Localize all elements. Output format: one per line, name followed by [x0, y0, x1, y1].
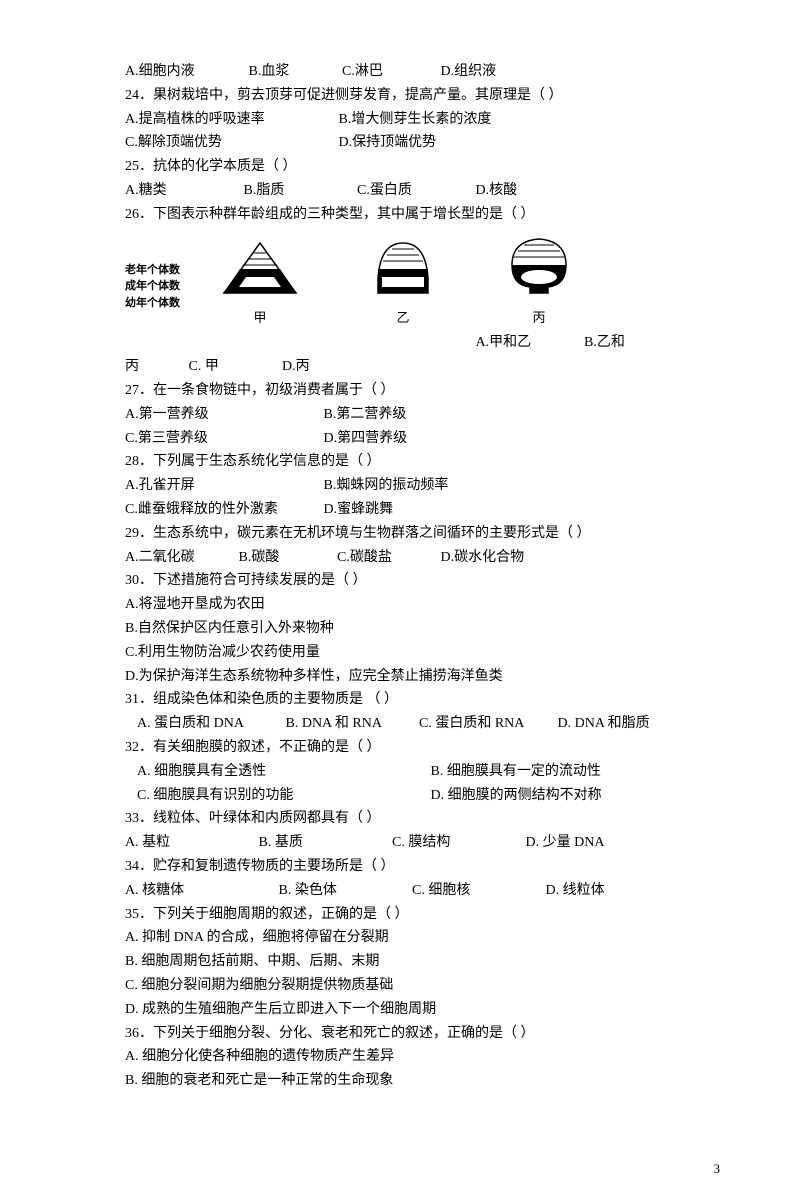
q27-b: B.第二营养级 — [324, 403, 407, 427]
q25-d: D.核酸 — [476, 179, 518, 203]
q33-c: C. 膜结构 — [392, 831, 522, 855]
q24-c: C.解除顶端优势 — [125, 131, 335, 155]
q36-b: B. 细胞的衰老和死亡是一种正常的生命现象 — [125, 1069, 690, 1093]
q33-stem: 33．线粒体、叶绿体和内质网都具有（ ） — [125, 807, 690, 831]
q30-stem: 30．下述措施符合可持续发展的是（ ） — [125, 569, 690, 593]
q29-b: B.碳酸 — [239, 546, 334, 570]
q24-d: D.保持顶端优势 — [339, 131, 437, 155]
q35-stem: 35．下列关于细胞周期的叙述，正确的是（ ） — [125, 903, 690, 927]
q26-b: B.乙和 — [584, 331, 625, 355]
q27-d: D.第四营养级 — [324, 427, 408, 451]
shape-bing — [506, 235, 572, 297]
label-young: 幼年个体数 — [125, 295, 180, 312]
age-structure-diagram: 老年个体数 成年个体数 幼年个体数 甲 乙 — [125, 235, 690, 330]
q28-b: B.蜘蛛网的振动频率 — [324, 474, 449, 498]
cap-jia: 甲 — [220, 307, 300, 329]
q30-d: D.为保护海洋生态系统物种多样性，应完全禁止捕捞海洋鱼类 — [125, 665, 690, 689]
q24-b: B.增大侧芽生长素的浓度 — [339, 108, 492, 132]
q26-stem: 26．下图表示种群年龄组成的三种类型，其中属于增长型的是（ ） — [125, 203, 690, 227]
q36-a: A. 细胞分化使各种细胞的遗传物质产生差异 — [125, 1045, 690, 1069]
q28-d: D.蜜蜂跳舞 — [324, 498, 394, 522]
q26-b2: 丙 — [125, 355, 185, 379]
q23-c: C.淋巴 — [342, 60, 437, 84]
q34-d: D. 线粒体 — [546, 879, 605, 903]
q23-b: B.血浆 — [249, 60, 339, 84]
q34-b: B. 染色体 — [279, 879, 409, 903]
q33-b: B. 基质 — [259, 831, 389, 855]
q31-a: A. 蛋白质和 DNA — [125, 712, 282, 736]
q32-b: B. 细胞膜具有一定的流动性 — [431, 760, 601, 784]
q31-stem: 31．组成染色体和染色质的主要物质是 （ ） — [125, 688, 690, 712]
q24-a: A.提高植株的呼吸速率 — [125, 108, 335, 132]
q28-c: C.雌蚕蛾释放的性外激素 — [125, 498, 320, 522]
q29-c: C.碳酸盐 — [337, 546, 437, 570]
q33-a: A. 基粒 — [125, 831, 255, 855]
q35-c: C. 细胞分裂间期为细胞分裂期提供物质基础 — [125, 974, 690, 998]
q30-c: C.利用生物防治减少农药使用量 — [125, 641, 690, 665]
q30-a: A.将湿地开垦成为农田 — [125, 593, 690, 617]
cap-bing: 丙 — [506, 307, 572, 329]
q31-c: C. 蛋白质和 RNA — [419, 712, 554, 736]
shape-jia — [220, 239, 300, 297]
q36-stem: 36．下列关于细胞分裂、分化、衰老和死亡的叙述，正确的是（ ） — [125, 1022, 690, 1046]
q34-stem: 34．贮存和复制遗传物质的主要场所是（ ） — [125, 855, 690, 879]
q23-a: A.细胞内液 — [125, 60, 245, 84]
label-adult: 成年个体数 — [125, 278, 180, 295]
q30-b: B.自然保护区内任意引入外来物种 — [125, 617, 690, 641]
q29-stem: 29．生态系统中，碳元素在无机环境与生物群落之间循环的主要形式是（ ） — [125, 522, 690, 546]
q33-d: D. 少量 DNA — [526, 831, 605, 855]
q27-a: A.第一营养级 — [125, 403, 320, 427]
q25-b: B.脂质 — [244, 179, 354, 203]
q32-stem: 32．有关细胞膜的叙述，不正确的是（ ） — [125, 736, 690, 760]
q23-d: D.组织液 — [441, 60, 497, 84]
q26-a: A.甲和乙 — [476, 331, 581, 355]
q32-a: A. 细胞膜具有全透性 — [125, 760, 427, 784]
q35-b: B. 细胞周期包括前期、中期、后期、末期 — [125, 950, 690, 974]
q31-d: D. DNA 和脂质 — [558, 712, 650, 736]
q34-a: A. 核糖体 — [125, 879, 275, 903]
q29-a: A.二氧化碳 — [125, 546, 235, 570]
q29-d: D.碳水化合物 — [441, 546, 525, 570]
q28-stem: 28．下列属于生态系统化学信息的是（ ） — [125, 450, 690, 474]
q35-a: A. 抑制 DNA 的合成，细胞将停留在分裂期 — [125, 926, 690, 950]
label-old: 老年个体数 — [125, 262, 180, 279]
q27-stem: 27．在一条食物链中，初级消费者属于（ ） — [125, 379, 690, 403]
q32-d: D. 细胞膜的两侧结构不对称 — [431, 784, 602, 808]
q26-d: D.丙 — [282, 355, 310, 379]
q28-a: A.孔雀开屏 — [125, 474, 320, 498]
q24-stem: 24．果树栽培中，剪去顶芽可促进侧芽发育，提高产量。其原理是（ ） — [125, 84, 690, 108]
q31-b: B. DNA 和 RNA — [286, 712, 416, 736]
q25-a: A.糖类 — [125, 179, 240, 203]
q27-c: C.第三营养级 — [125, 427, 320, 451]
q25-c: C.蛋白质 — [357, 179, 472, 203]
cap-yi: 乙 — [370, 307, 436, 329]
shape-yi — [370, 239, 436, 297]
q34-c: C. 细胞核 — [412, 879, 542, 903]
q26-c: C. 甲 — [189, 355, 279, 379]
q32-c: C. 细胞膜具有识别的功能 — [125, 784, 427, 808]
q35-d: D. 成熟的生殖细胞产生后立即进入下一个细胞周期 — [125, 998, 690, 1022]
q25-stem: 25．抗体的化学本质是（ ） — [125, 155, 690, 179]
